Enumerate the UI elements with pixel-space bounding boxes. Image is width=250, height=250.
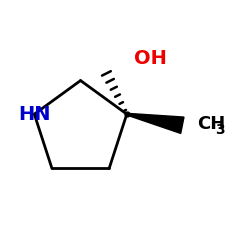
Text: OH: OH (134, 49, 167, 68)
Text: HN: HN (18, 105, 50, 124)
Text: 3: 3 (215, 123, 225, 137)
Polygon shape (126, 113, 184, 134)
Text: CH: CH (198, 115, 226, 133)
